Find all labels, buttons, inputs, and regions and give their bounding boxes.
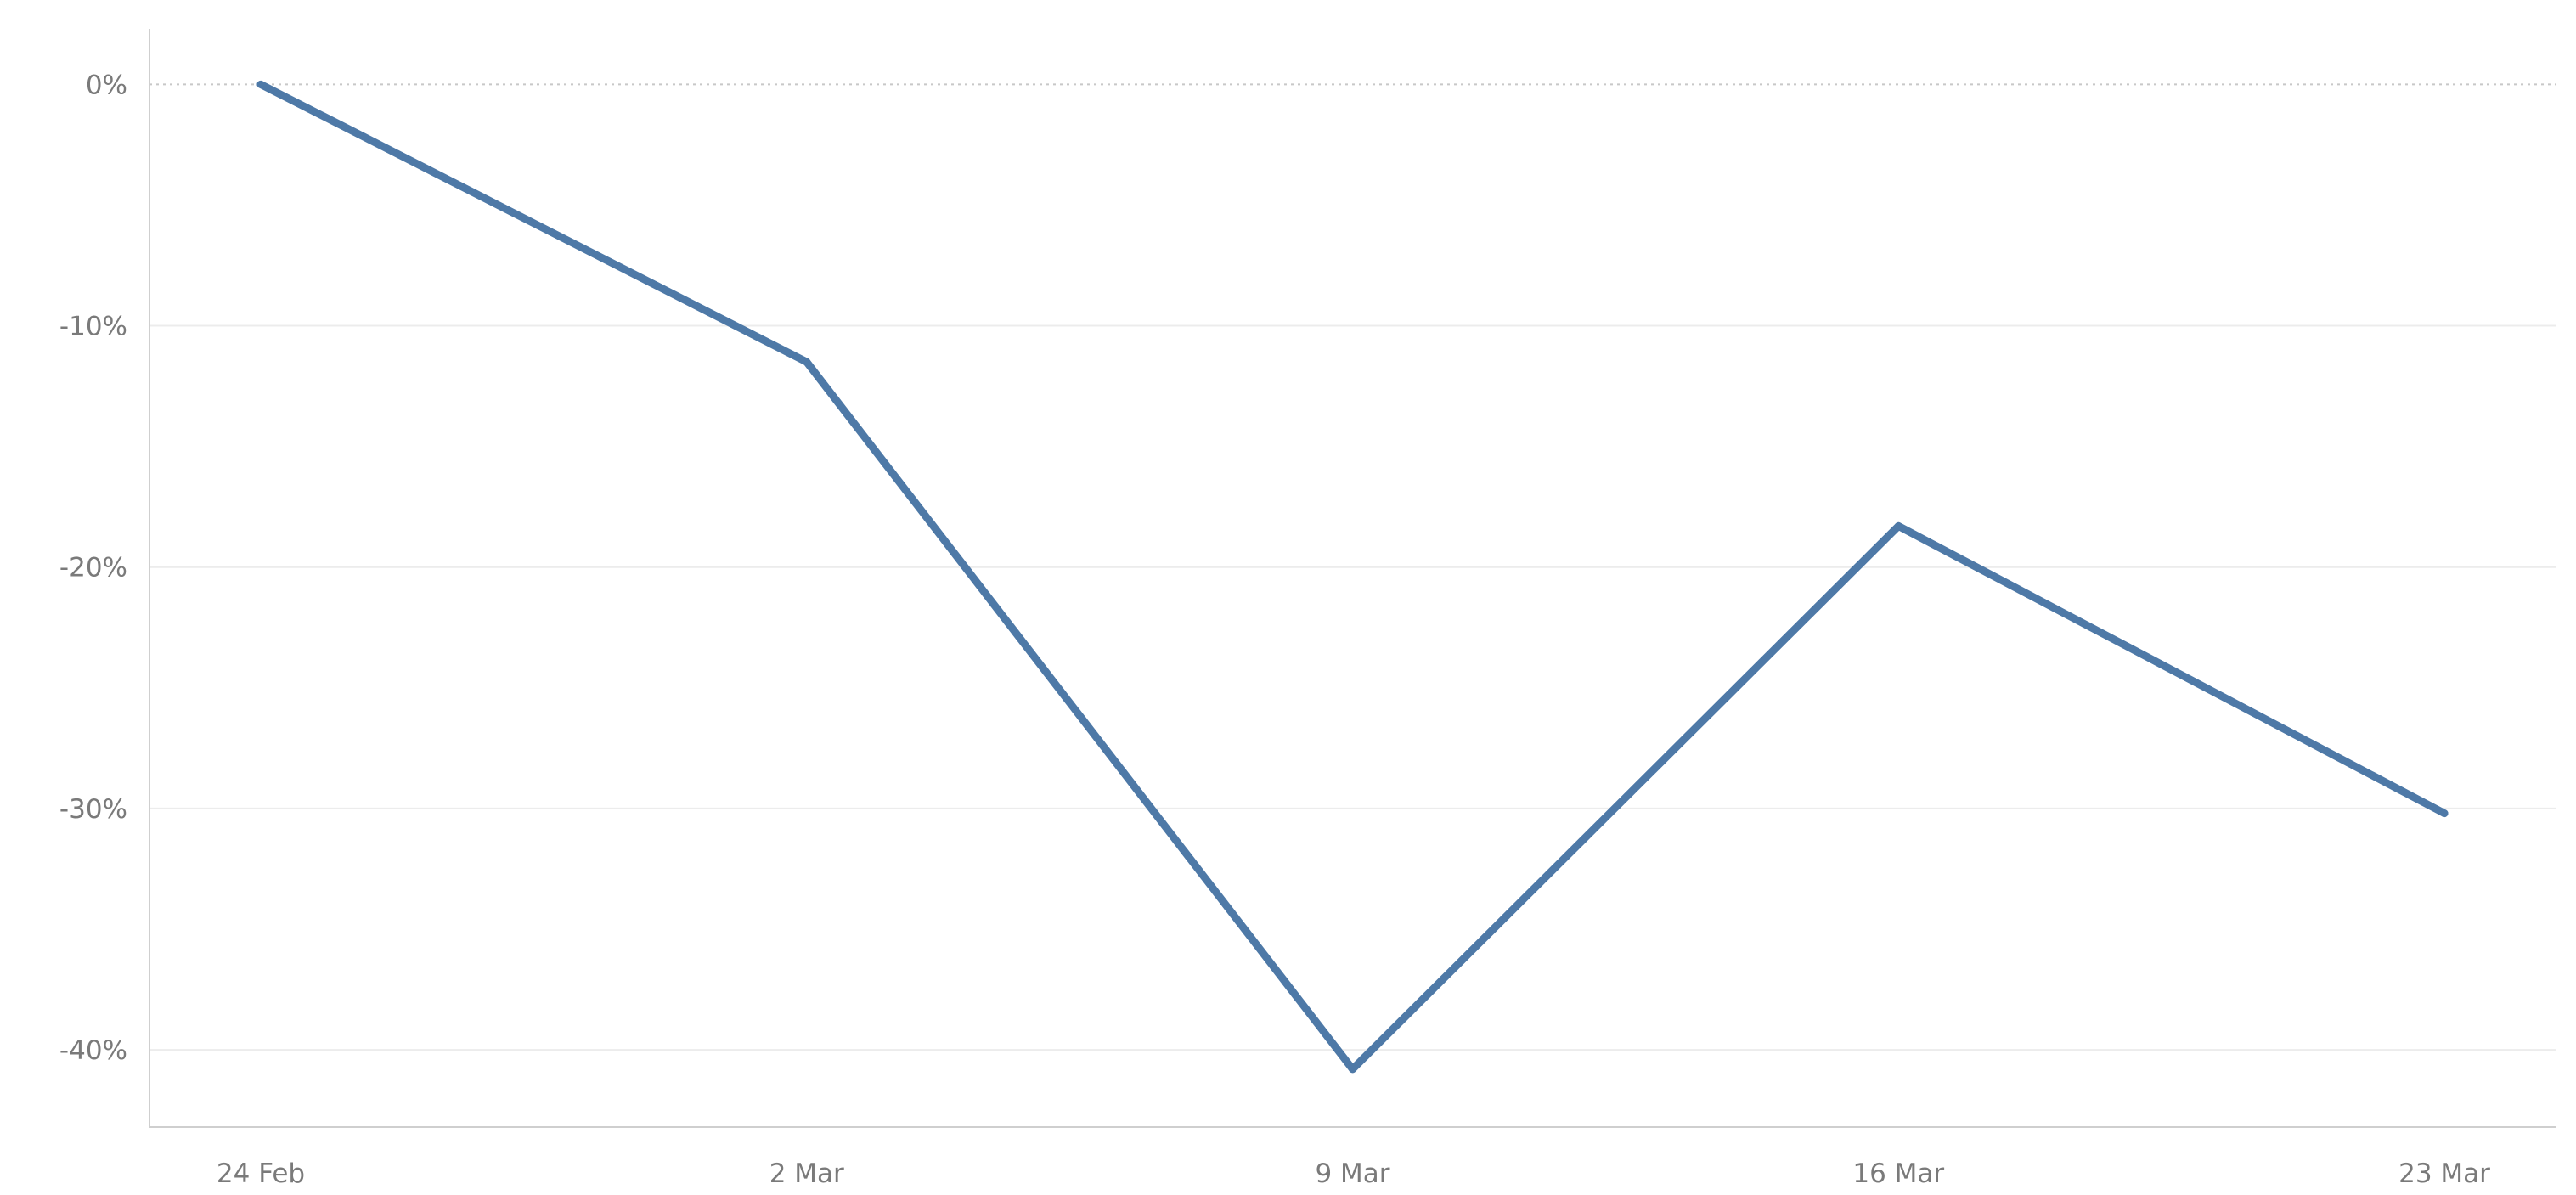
x-tick-label: 9 Mar — [1315, 1158, 1389, 1189]
series — [256, 80, 2449, 1074]
x-tick-label: 16 Mar — [1852, 1158, 1944, 1189]
series-line — [256, 80, 2449, 1074]
x-tick-label: 24 Feb — [217, 1158, 305, 1189]
data-point — [1894, 521, 1902, 530]
y-tick-label: -20% — [59, 553, 127, 583]
y-tick-label: -40% — [59, 1035, 127, 1066]
gridlines — [149, 83, 2556, 1051]
data-point — [803, 358, 811, 366]
y-tick-labels: 0% -10% -20% -30% -40% — [59, 70, 127, 1066]
data-point — [1349, 1065, 1356, 1074]
x-tick-labels: 24 Feb 2 Mar 9 Mar 16 Mar 23 Mar — [217, 1158, 2490, 1189]
data-point — [2440, 809, 2449, 818]
data-point — [256, 80, 265, 88]
x-tick-label: 2 Mar — [769, 1158, 844, 1189]
y-tick-label: 0% — [86, 70, 127, 100]
y-tick-label: -30% — [59, 794, 127, 825]
x-tick-label: 23 Mar — [2398, 1158, 2490, 1189]
y-tick-label: -10% — [59, 312, 127, 342]
axes — [149, 29, 2556, 1128]
